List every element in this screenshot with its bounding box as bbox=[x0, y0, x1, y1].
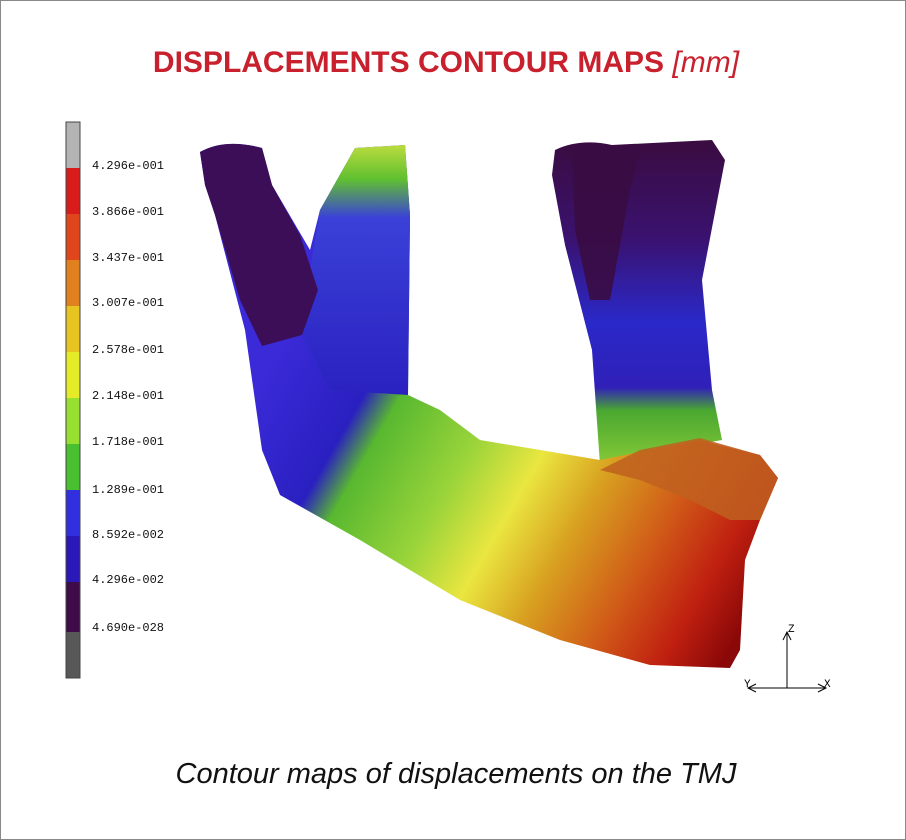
color-scale bbox=[66, 122, 80, 678]
caption: Contour maps of displacements on the TMJ bbox=[176, 758, 737, 790]
scale-label: 8.592e-002 bbox=[92, 528, 164, 542]
scale-label: 4.296e-001 bbox=[92, 159, 164, 173]
scale-label: 1.718e-001 bbox=[92, 435, 164, 449]
axis-label: Z bbox=[788, 624, 795, 636]
figure: DISPLACEMENTS CONTOUR MAPS [mm] 4.296e-0… bbox=[0, 0, 906, 840]
axis-label: Y bbox=[744, 679, 751, 691]
title: DISPLACEMENTS CONTOUR MAPS [mm] bbox=[153, 46, 740, 79]
scale-label: 3.437e-001 bbox=[92, 251, 164, 265]
scale-label: 3.007e-001 bbox=[92, 296, 164, 310]
axis-label: X bbox=[824, 679, 831, 691]
scale-label: 4.296e-002 bbox=[92, 573, 164, 587]
scale-label: 4.690e-028 bbox=[92, 621, 164, 635]
scale-label: 1.289e-001 bbox=[92, 483, 164, 497]
scale-label: 2.578e-001 bbox=[92, 343, 164, 357]
scale-label: 3.866e-001 bbox=[92, 205, 164, 219]
scale-label: 2.148e-001 bbox=[92, 389, 164, 403]
